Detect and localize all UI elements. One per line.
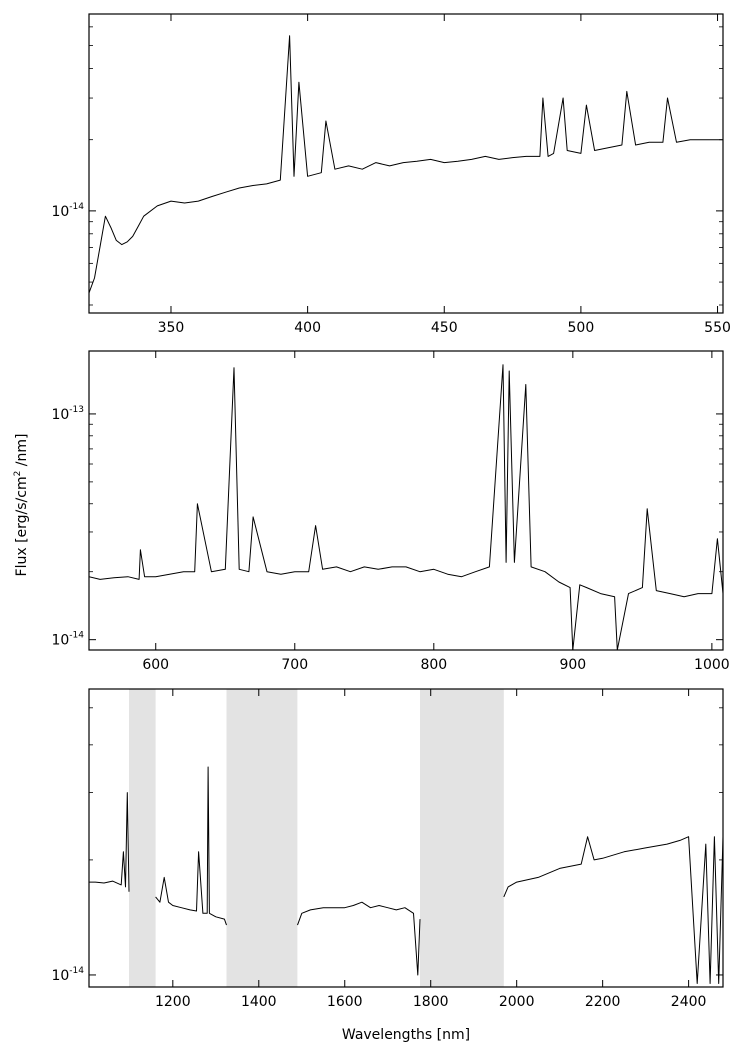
spectrum-line-bottom-1 xyxy=(89,792,130,892)
spectrum-line-top xyxy=(89,35,723,294)
shaded-region-3 xyxy=(420,689,504,987)
x-tick-label: 900 xyxy=(559,657,586,673)
plot-frame-bottom xyxy=(88,688,724,988)
x-tick-label: 800 xyxy=(420,657,447,673)
x-tick-label: 700 xyxy=(281,657,308,673)
plot-frame-middle xyxy=(88,350,724,651)
plot-frame-top xyxy=(88,13,724,314)
x-tick-label: 400 xyxy=(294,320,321,336)
spectrum-line-bottom-3 xyxy=(297,901,421,976)
x-tick-label: 2000 xyxy=(499,994,535,1010)
y-tick-label: 10-13 xyxy=(51,405,84,423)
shaded-region-2 xyxy=(226,689,298,987)
panel-middle: 600 700 800 900 1000 10-14 10-13 xyxy=(51,350,730,673)
shaded-region-1 xyxy=(129,689,156,987)
x-axis-title: Wavelengths [nm] xyxy=(342,1027,470,1043)
panels: 350 400 450 500 550 10-14 600 700 800 900 1000 10-1… xyxy=(51,13,731,1010)
x-tick-label: 1600 xyxy=(327,994,363,1010)
x-tick-label: 600 xyxy=(142,657,169,673)
x-tick-label: 450 xyxy=(431,320,458,336)
x-tick-label: 1200 xyxy=(155,994,191,1010)
x-tick-label: 350 xyxy=(158,320,185,336)
x-tick-label: 1000 xyxy=(694,657,730,673)
x-tick-label: 1800 xyxy=(413,994,449,1010)
y-tick-label: 10-14 xyxy=(51,202,84,220)
x-tick-label: 2200 xyxy=(585,994,621,1010)
panel-top: 350 400 450 500 550 10-14 xyxy=(51,13,731,336)
y-axis-title: Flux [erg/s/cm2 /nm] xyxy=(13,434,30,577)
y-tick-label: 10-14 xyxy=(51,631,84,649)
x-tick-label: 2400 xyxy=(671,994,707,1010)
y-tick-label: 10-14 xyxy=(51,966,84,984)
spectrum-line-middle xyxy=(89,364,723,650)
x-tick-label: 500 xyxy=(568,320,595,336)
x-tick-label: 550 xyxy=(704,320,731,336)
spectrum-line-bottom-4 xyxy=(503,836,723,984)
x-tick-label: 1400 xyxy=(241,994,277,1010)
spectrum-line-bottom-2 xyxy=(155,766,227,926)
panel-bottom: 1200 1400 1600 1800 2000 2200 2400 10-14 xyxy=(51,688,724,1010)
